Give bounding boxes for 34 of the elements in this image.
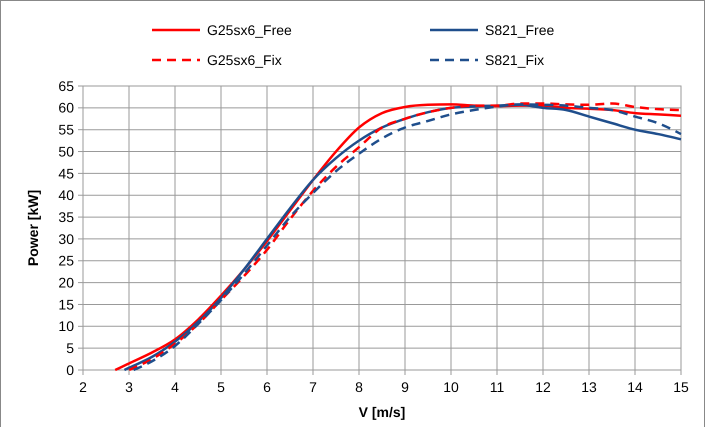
- y-tick-label: 0: [66, 362, 74, 378]
- y-tick-label: 40: [58, 187, 74, 204]
- y-tick-label: 55: [58, 122, 74, 138]
- x-tick-label: 9: [401, 379, 410, 395]
- x-tick-label: 3: [125, 379, 134, 395]
- y-tick-label: 65: [58, 78, 74, 94]
- y-tick-label: 35: [58, 208, 74, 225]
- legend-label: G25sx6_Free: [207, 22, 292, 38]
- y-tick-label: 15: [58, 296, 74, 312]
- x-tick-label: 7: [309, 379, 318, 395]
- x-tick-label: 11: [490, 379, 504, 395]
- x-tick-label: 2: [79, 379, 88, 395]
- y-tick-label: 60: [58, 100, 74, 116]
- y-tick-label: 50: [58, 143, 74, 160]
- legend-label: S821_Free: [485, 22, 554, 38]
- x-tick-label: 13: [581, 379, 597, 395]
- y-tick-label: 5: [66, 340, 74, 356]
- x-tick-label: 10: [443, 379, 459, 395]
- x-tick-label: 5: [217, 379, 226, 395]
- y-tick-label: 30: [58, 230, 74, 247]
- y-tick-label: 25: [58, 252, 74, 269]
- x-tick-label: 4: [171, 379, 180, 395]
- legend-label: S821_Fix: [485, 52, 544, 68]
- x-tick-label: 8: [355, 379, 364, 395]
- x-axis-title: V [m/s]: [358, 404, 406, 420]
- x-tick-label: 15: [673, 379, 689, 395]
- x-tick-label: 6: [263, 379, 272, 395]
- x-tick-label: 12: [535, 379, 551, 395]
- y-axis-title: Power [kW]: [25, 190, 41, 266]
- y-tick-label: 20: [58, 274, 74, 291]
- y-tick-label: 10: [58, 318, 74, 334]
- x-tick-label: 14: [627, 379, 643, 395]
- y-tick-label: 45: [58, 165, 74, 182]
- legend-label: G25sx6_Fix: [207, 52, 282, 68]
